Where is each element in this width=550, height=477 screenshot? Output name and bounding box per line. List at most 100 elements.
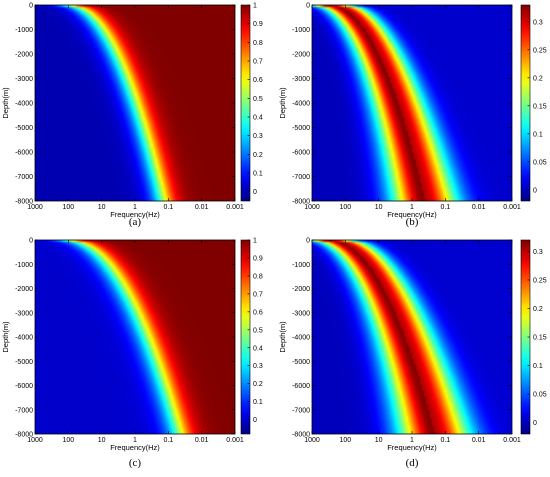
x-tick-label: 0.1 [163,437,173,444]
y-tick-label: -6000 [292,383,310,390]
panel-caption: (d) [406,457,419,469]
colorbar-tick-label: 0 [253,189,257,196]
heatmap-image [35,5,235,201]
chart-panel-c: 1000 100 10 1 0.1 0.01 0.0010-1000-2000-3000-4… [1,238,263,470]
colorbar-tick-label: 0.15 [533,335,547,342]
x-tick-label: 1000 [304,204,320,211]
x-tick-label: 0.01 [472,437,486,444]
colorbar-tick-label: 0.6 [253,309,263,316]
heatmap-image [35,240,235,434]
y-axis-label: Depth(m) [1,87,10,119]
colorbar [520,4,531,202]
x-axis-label: Frequency(Hz) [387,210,437,219]
colorbar-tick-label: 0.7 [253,59,263,66]
colorbar-tick-label: 0.25 [533,47,547,54]
x-tick-label: 1000 [27,204,43,211]
chart-panel-a: 1000 100 10 1 0.1 0.01 0.0010-1000-2000-3000-4… [1,3,263,229]
colorbar-tick-label: 0.3 [253,133,263,140]
colorbar-tick-label: 0.4 [253,345,263,352]
colorbar-tick-label: 0.1 [253,171,263,178]
colorbar-tick-label: 0.1 [533,131,543,138]
colorbar-tick-label: 0.5 [253,327,263,334]
colorbar [240,4,251,202]
x-tick-label: 1 [410,437,414,444]
colorbar-tick-label: 0.3 [533,249,543,256]
colorbar-tick-label: 0 [533,187,537,194]
colorbar-tick-label: 0 [533,420,537,427]
y-tick-label: -5000 [15,125,33,132]
x-tick-label: 0.1 [163,204,173,211]
y-tick-label: -2000 [292,52,310,59]
y-tick-label: -8000 [292,432,310,439]
x-tick-label: 0.001 [503,204,521,211]
chart-panel-d: 1000 100 10 1 0.1 0.01 0.001 0 -1000 -2000 -3000 -4… [278,238,547,470]
x-tick-label: 1 [410,204,414,211]
x-tick-label: 1 [133,437,137,444]
x-tick-label: 0.1 [440,204,450,211]
colorbar-tick-label: 0 [253,417,257,424]
y-tick-label: -4000 [15,335,33,342]
colorbar-tick-label: 0.6 [253,77,263,84]
y-axis-label: Depth(m) [278,87,287,119]
x-axis-label: Frequency(Hz) [110,443,160,452]
y-tick-label: -4000 [15,101,33,108]
x-tick-label: 0.01 [472,204,486,211]
y-axis-label: Depth(m) [278,321,287,353]
colorbar-tick-label: 0.05 [533,392,547,399]
colorbar-tick-label: 0.8 [253,273,263,280]
y-tick-label: -3000 [292,76,310,83]
x-tick-label: 0.001 [226,437,244,444]
colorbar-tick-label: 0.2 [253,152,263,159]
panel-caption: (a) [129,216,142,228]
y-tick-label: -4000 [292,335,310,342]
y-tick-label: 0 [29,238,33,245]
y-tick-label: -2000 [292,286,310,293]
y-tick-label: -4000 [292,101,310,108]
y-tick-label: -7000 [292,407,310,414]
colorbar-tick-label: 1 [253,3,257,10]
colorbar-tick-label: 0.1 [253,399,263,406]
y-tick-label: -8000 [15,432,33,439]
y-tick-label: -3000 [292,310,310,317]
y-tick-label: -2000 [15,52,33,59]
colorbar-tick-label: 0.3 [253,363,263,370]
x-tick-label: 1 [133,204,137,211]
colorbar [240,239,251,435]
x-tick-label: 10 [375,437,383,444]
y-tick-label: -7000 [292,174,310,181]
y-tick-label: -6000 [292,150,310,157]
colorbar-tick-label: 0.7 [253,291,263,298]
x-tick-label: 1000 [304,437,320,444]
y-tick-label: -5000 [15,359,33,366]
colorbar-tick-label: 0.2 [533,75,543,82]
x-tick-label: 100 [62,204,74,211]
y-tick-label: -5000 [292,125,310,132]
colorbar-tick-label: 0.8 [253,40,263,47]
x-tick-label: 0.01 [195,437,209,444]
colorbar-tick-label: 0.2 [253,381,263,388]
colorbar-tick-label: 0.15 [533,103,547,110]
x-tick-label: 0.001 [503,437,521,444]
y-tick-label: 0 [29,3,33,10]
y-tick-label: 0 [306,238,310,245]
x-tick-label: 0.01 [195,204,209,211]
colorbar-tick-label: 0.25 [533,277,547,284]
y-tick-label: -1000 [15,27,33,34]
colorbar-tick-label: 0.9 [253,255,263,262]
y-tick-label: -6000 [15,150,33,157]
x-tick-label: 10 [375,204,383,211]
x-axis-label: Frequency(Hz) [110,210,160,219]
x-tick-label: 10 [98,437,106,444]
x-tick-label: 1000 [27,437,43,444]
y-tick-label: -7000 [15,174,33,181]
y-tick-label: -7000 [15,407,33,414]
y-tick-label: -5000 [292,359,310,366]
chart-panel-b: 1000 100 10 1 0.1 0.01 0.001 0 -1000 -2000 -3000 -4… [278,3,547,229]
colorbar-tick-label: 0.3 [533,19,543,26]
x-tick-label: 10 [98,204,106,211]
colorbar-tick-label: 0.05 [533,159,547,166]
y-axis-label: Depth(m) [1,321,10,353]
heatmap-image [312,240,512,434]
y-tick-label: 0 [306,3,310,10]
